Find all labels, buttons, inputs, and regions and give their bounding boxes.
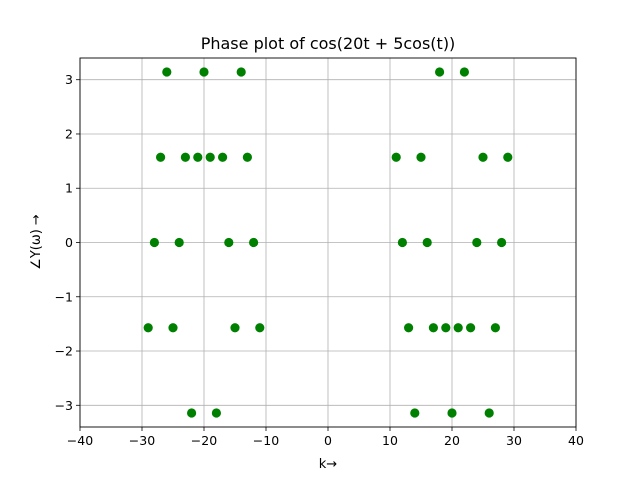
data-point (205, 152, 215, 162)
data-point (168, 323, 178, 333)
x-tick-label: −20 (191, 433, 217, 448)
data-point (180, 152, 190, 162)
y-tick-label: 1 (65, 181, 73, 196)
data-point (162, 67, 172, 77)
x-axis-label: k→ (319, 457, 338, 472)
data-point (497, 237, 507, 248)
x-tick-label: −40 (67, 433, 93, 448)
y-tick-label: −1 (55, 289, 73, 304)
y-tick-label: 0 (65, 235, 73, 250)
data-point (230, 323, 240, 333)
data-points (143, 67, 513, 418)
data-point (490, 323, 500, 333)
data-point (242, 152, 252, 162)
x-tick-label: 20 (444, 433, 460, 448)
y-tick-label: 3 (65, 72, 73, 87)
data-point (218, 152, 228, 162)
data-point (255, 323, 265, 333)
data-point (416, 152, 426, 162)
data-point (187, 408, 197, 418)
data-point (484, 408, 494, 418)
data-point (397, 237, 407, 248)
data-point (441, 323, 451, 333)
data-point (453, 323, 463, 333)
data-point (410, 408, 420, 418)
data-point (249, 237, 259, 248)
data-point (149, 237, 159, 248)
data-point (435, 67, 445, 77)
x-tick-label: −30 (129, 433, 155, 448)
data-point (422, 237, 432, 248)
y-tick-label: −2 (55, 344, 73, 359)
data-point (391, 152, 401, 162)
data-point (199, 67, 209, 77)
chart-title: Phase plot of cos(20t + 5cos(t)) (201, 34, 456, 53)
data-point (236, 67, 246, 77)
data-point (472, 237, 482, 248)
y-tick-label: 2 (65, 126, 73, 141)
data-point (466, 323, 476, 333)
data-point (428, 323, 438, 333)
y-axis-label: ∠Y(ω) → (29, 214, 44, 270)
data-point (459, 67, 469, 77)
data-point (478, 152, 488, 162)
data-point (211, 408, 221, 418)
grid (79, 58, 577, 427)
x-tick-label: 0 (324, 433, 332, 448)
x-tick-label: 10 (382, 433, 398, 448)
data-point (503, 152, 513, 162)
y-tick-label: −3 (55, 398, 73, 413)
data-point (224, 237, 234, 248)
data-point (174, 237, 184, 248)
x-tick-label: −10 (253, 433, 279, 448)
x-tick-label: 30 (506, 433, 522, 448)
data-point (156, 152, 166, 162)
data-point (447, 408, 457, 418)
x-tick-label: 40 (568, 433, 584, 448)
data-point (193, 152, 203, 162)
data-point (143, 323, 153, 333)
data-point (404, 323, 414, 333)
